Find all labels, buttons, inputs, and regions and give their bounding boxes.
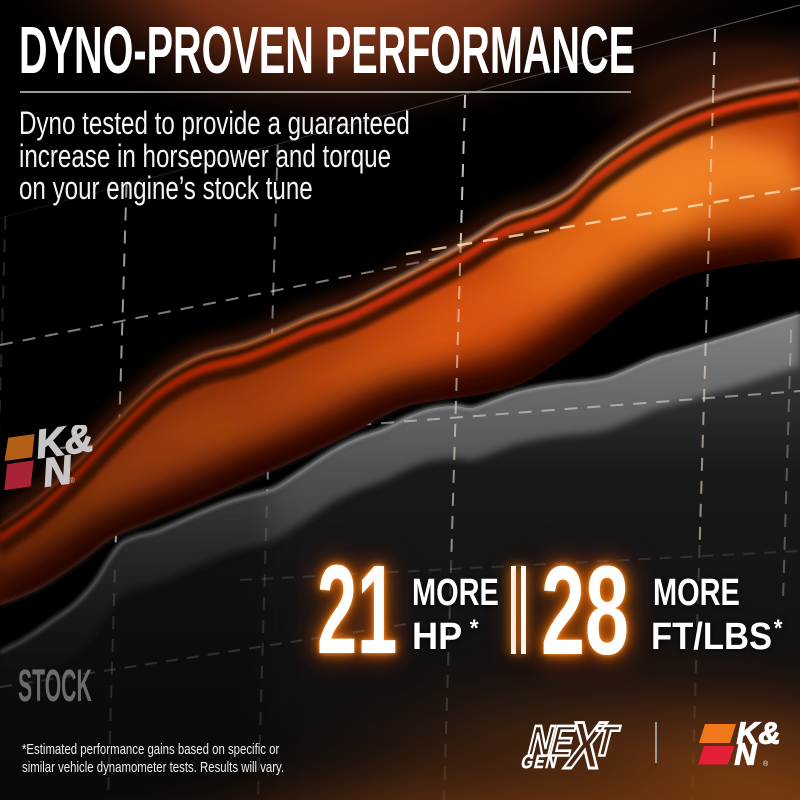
svg-text:®: ® xyxy=(69,475,76,485)
svg-text:K&: K& xyxy=(737,717,781,751)
svg-text:GEN: GEN xyxy=(519,751,561,773)
svg-text:N: N xyxy=(735,738,758,772)
svg-text:®: ® xyxy=(763,760,769,768)
